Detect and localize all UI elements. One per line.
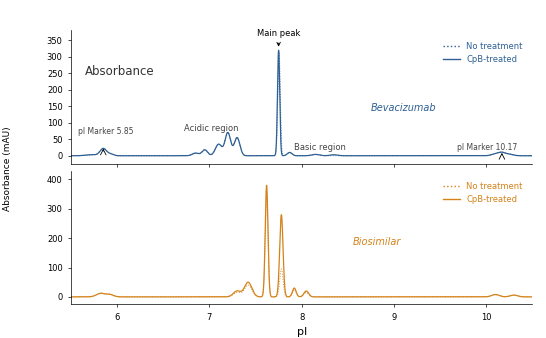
Text: Absorbance (mAU): Absorbance (mAU) [3,127,11,211]
Text: Basic region: Basic region [294,143,346,152]
Text: Bevacizumab: Bevacizumab [371,103,436,113]
Text: pI Marker 10.17: pI Marker 10.17 [456,143,517,152]
Text: Biosimilar: Biosimilar [352,238,401,247]
X-axis label: pI: pI [296,327,307,337]
Text: Main peak: Main peak [257,29,300,46]
Text: pI Marker 5.85: pI Marker 5.85 [79,127,134,136]
Legend: No treatment, CpB-treated: No treatment, CpB-treated [440,39,526,67]
Text: Absorbance: Absorbance [85,65,155,78]
Legend: No treatment, CpB-treated: No treatment, CpB-treated [440,179,526,208]
Text: Acidic region: Acidic region [185,124,239,133]
